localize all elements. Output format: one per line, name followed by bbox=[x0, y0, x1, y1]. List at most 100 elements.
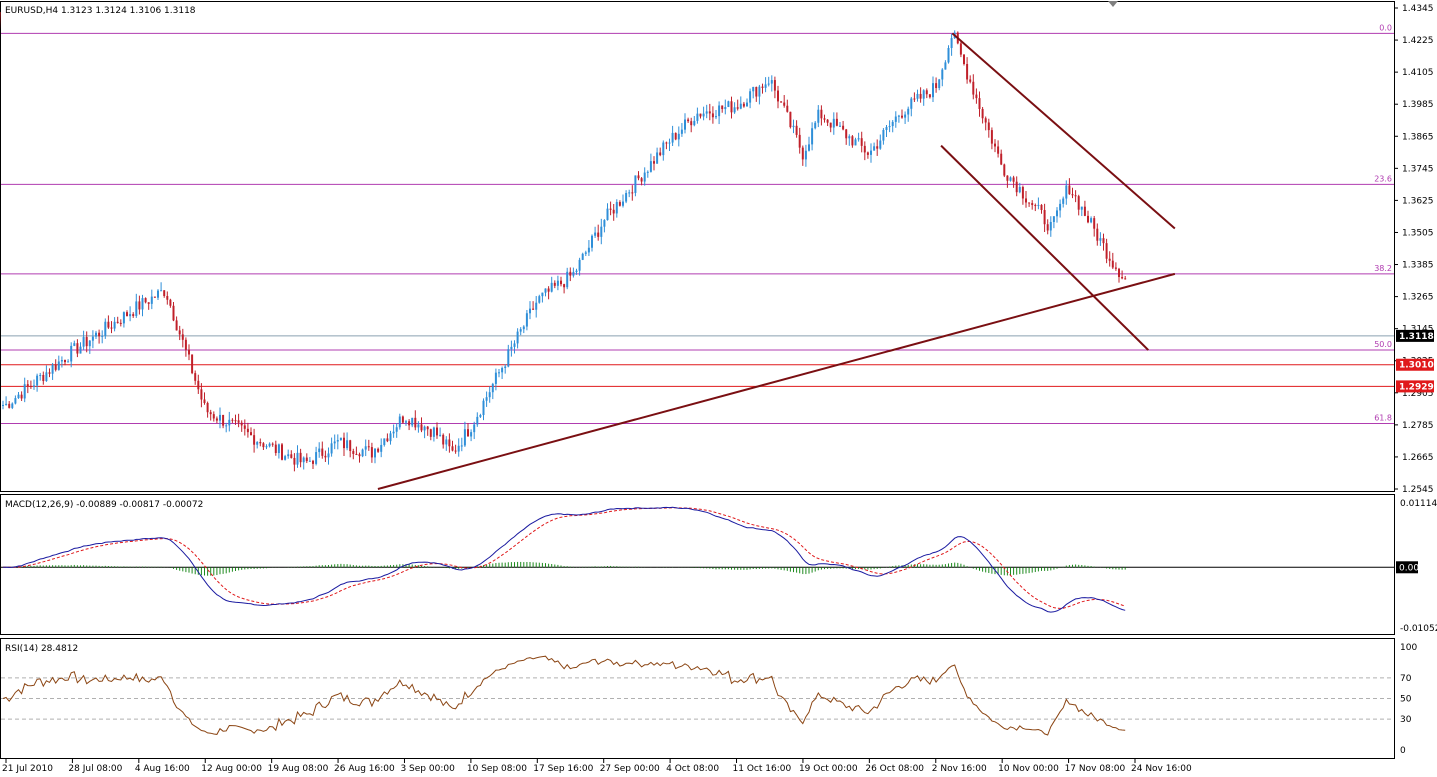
bullish-candle bbox=[302, 457, 305, 463]
bullish-candle bbox=[445, 439, 448, 445]
bearish-candle bbox=[711, 113, 714, 118]
chart-shift-marker-icon[interactable] bbox=[1108, 1, 1118, 7]
bearish-candle bbox=[925, 90, 928, 95]
bearish-candle bbox=[1006, 175, 1009, 181]
bullish-candle bbox=[318, 448, 321, 453]
bullish-candle bbox=[724, 107, 727, 110]
bullish-candle bbox=[346, 440, 349, 449]
bearish-candle bbox=[969, 79, 972, 82]
bullish-candle bbox=[1049, 221, 1052, 231]
bearish-candle bbox=[367, 446, 370, 448]
bullish-candle bbox=[70, 345, 73, 362]
price-axis-label: 1.3745 bbox=[1402, 164, 1434, 174]
fibonacci-level-label: 0.0 bbox=[1379, 23, 1392, 32]
bullish-candle bbox=[814, 122, 817, 129]
bullish-candle bbox=[603, 220, 606, 227]
bullish-candle bbox=[432, 427, 435, 437]
bearish-candle bbox=[1025, 198, 1027, 203]
bullish-candle bbox=[888, 126, 891, 128]
price-axis-label: 1.3385 bbox=[1402, 261, 1434, 271]
bullish-candle bbox=[680, 129, 683, 134]
bearish-candle bbox=[863, 145, 866, 153]
bearish-candle bbox=[783, 102, 786, 106]
bullish-candle bbox=[122, 312, 125, 324]
bearish-candle bbox=[212, 414, 215, 419]
bullish-candle bbox=[333, 441, 336, 444]
bearish-candle bbox=[132, 314, 135, 316]
bearish-candle bbox=[553, 282, 556, 286]
bearish-candle bbox=[674, 132, 677, 140]
bearish-candle bbox=[321, 448, 324, 456]
bearish-candle bbox=[54, 364, 57, 370]
bullish-candle bbox=[88, 340, 91, 347]
bullish-candle bbox=[228, 419, 231, 426]
bearish-candle bbox=[184, 339, 187, 350]
time-axis-label: 19 Oct 00:00 bbox=[799, 764, 858, 774]
bearish-candle bbox=[414, 417, 417, 428]
bearish-candle bbox=[866, 152, 869, 155]
bullish-candle bbox=[854, 139, 857, 146]
bullish-candle bbox=[594, 232, 597, 236]
bullish-candle bbox=[157, 290, 159, 298]
rsi-axis-label: 100 bbox=[1400, 643, 1417, 653]
bullish-candle bbox=[848, 136, 851, 139]
bearish-candle bbox=[181, 334, 184, 340]
bullish-candle bbox=[792, 125, 795, 128]
bearish-candle bbox=[1003, 164, 1006, 176]
bullish-candle bbox=[894, 116, 897, 122]
price-tag bbox=[1396, 329, 1434, 342]
bearish-candle bbox=[206, 402, 209, 413]
bullish-candle bbox=[522, 326, 525, 330]
bullish-candle bbox=[1059, 203, 1062, 211]
rsi-axis-label: 70 bbox=[1400, 674, 1412, 684]
bearish-candle bbox=[454, 450, 457, 452]
price-axis-label: 1.3625 bbox=[1402, 196, 1434, 206]
price-axis-label: 1.2905 bbox=[1402, 389, 1434, 399]
rsi-axis-label: 30 bbox=[1400, 715, 1412, 725]
bearish-candle bbox=[166, 295, 169, 300]
bullish-candle bbox=[33, 385, 35, 387]
bullish-candle bbox=[141, 298, 144, 310]
bearish-candle bbox=[1068, 185, 1071, 195]
bullish-candle bbox=[519, 329, 522, 332]
bearish-candle bbox=[547, 288, 550, 292]
bullish-candle bbox=[649, 161, 652, 172]
trendline[interactable] bbox=[951, 32, 1176, 230]
bullish-candle bbox=[463, 429, 466, 446]
price-axis-label: 1.2665 bbox=[1402, 453, 1434, 463]
bearish-candle bbox=[429, 429, 432, 437]
bearish-candle bbox=[773, 80, 776, 91]
price-axis-label: 1.4225 bbox=[1402, 36, 1434, 46]
bearish-candle bbox=[126, 312, 128, 317]
bearish-candle bbox=[274, 444, 277, 454]
bullish-candle bbox=[374, 448, 376, 458]
bearish-candle bbox=[29, 385, 32, 387]
bearish-candle bbox=[659, 152, 662, 156]
bearish-candle bbox=[147, 302, 150, 304]
bullish-candle bbox=[882, 130, 885, 141]
bearish-candle bbox=[736, 107, 739, 109]
bearish-candle bbox=[687, 119, 690, 122]
bullish-candle bbox=[73, 343, 76, 346]
bullish-candle bbox=[268, 443, 271, 447]
bearish-candle bbox=[1111, 260, 1114, 268]
bearish-candle bbox=[845, 129, 848, 139]
bullish-candle bbox=[1065, 185, 1068, 199]
bullish-candle bbox=[535, 302, 538, 310]
bullish-candle bbox=[767, 83, 770, 85]
bullish-candle bbox=[460, 445, 463, 447]
bullish-candle bbox=[488, 392, 491, 398]
bearish-candle bbox=[144, 298, 147, 303]
bullish-candle bbox=[417, 424, 420, 428]
trendline[interactable] bbox=[940, 144, 1149, 351]
bullish-candle bbox=[587, 247, 590, 253]
bearish-candle bbox=[237, 420, 240, 423]
bullish-candle bbox=[1062, 198, 1065, 204]
bearish-candle bbox=[436, 427, 438, 436]
bearish-candle bbox=[823, 118, 826, 120]
bearish-candle bbox=[188, 349, 190, 355]
bullish-candle bbox=[904, 114, 907, 118]
bullish-candle bbox=[600, 226, 603, 237]
trendline[interactable] bbox=[377, 272, 1176, 490]
